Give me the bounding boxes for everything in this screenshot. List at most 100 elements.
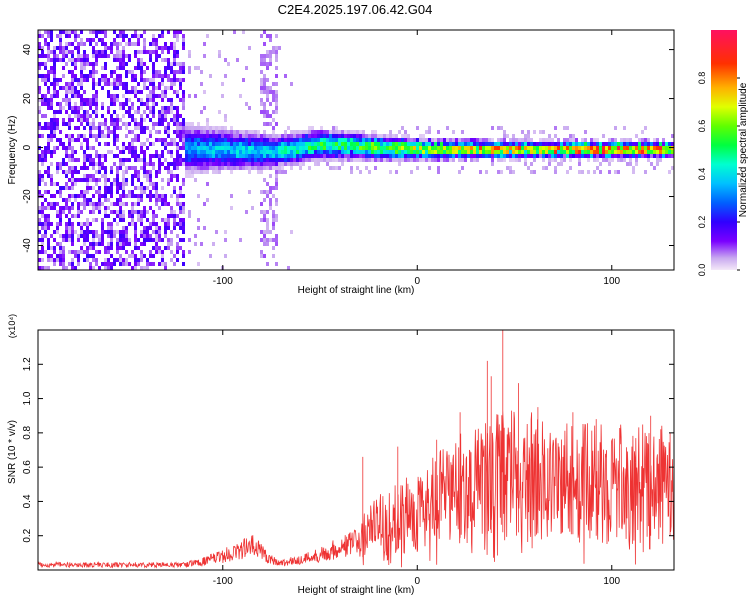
spectrogram-cell (335, 134, 338, 138)
spectrogram-cell (287, 266, 290, 270)
spectrogram-cell (281, 154, 284, 158)
spectrogram-cell (71, 82, 74, 86)
spectrogram-cell (254, 130, 257, 134)
spectrogram-cell (86, 250, 89, 254)
spectrogram-cell (98, 38, 101, 42)
spectrogram-cell (140, 210, 143, 214)
spectrogram-cell (632, 150, 635, 154)
spectrogram-cell (620, 158, 623, 162)
spectrogram-cell (68, 138, 71, 142)
spectrogram-cell (257, 134, 260, 138)
spectrogram-cell (269, 142, 272, 146)
spectrogram-cell (128, 130, 131, 134)
spectrogram-cell (248, 166, 251, 170)
spectrogram-cell (170, 174, 173, 178)
spectrogram-cell (305, 158, 308, 162)
spectrogram-cell (44, 214, 47, 218)
spectrogram-cell (272, 126, 275, 130)
spectrogram-cell (68, 234, 71, 238)
spectrogram-cell (497, 146, 500, 150)
spectrogram-cell (272, 134, 275, 138)
spectrogram-cell (509, 150, 512, 154)
spectrogram-cell (365, 142, 368, 146)
spectrogram-cell (608, 158, 611, 162)
spectrogram-cell (215, 158, 218, 162)
spectrogram-cell (74, 66, 77, 70)
spectrogram-cell (122, 146, 125, 150)
spectrogram-cell (428, 150, 431, 154)
spectrogram-cell (134, 202, 137, 206)
spectrogram-cell (242, 138, 245, 142)
spectrogram-cell (317, 162, 320, 166)
spectrogram-cell (128, 190, 131, 194)
spectrogram-cell (296, 162, 299, 166)
spectrogram-cell (182, 34, 185, 38)
spectrogram-cell (512, 134, 515, 138)
spectrogram-cell (83, 74, 86, 78)
spectrogram-cell (569, 166, 572, 170)
spectrogram-cell (41, 162, 44, 166)
spectrogram-cell (401, 150, 404, 154)
spectrogram-cell (134, 50, 137, 54)
spectrogram-cell (107, 186, 110, 190)
spectrogram-cell (671, 150, 674, 154)
spectrogram-cell (47, 70, 50, 74)
spectrogram-cell (302, 142, 305, 146)
spectrogram-cell (68, 210, 71, 214)
spectrogram-cell (458, 158, 461, 162)
spectrogram-cell (566, 142, 569, 146)
spectrogram-cell (68, 114, 71, 118)
spectrogram-cell (242, 142, 245, 146)
spectrogram-cell (140, 130, 143, 134)
spectrogram-cell (356, 142, 359, 146)
spectrogram-cell (176, 130, 179, 134)
spectrogram-cell (44, 182, 47, 186)
spectrogram-cell (242, 162, 245, 166)
spectrogram-cell (92, 146, 95, 150)
spectrogram-cell (86, 122, 89, 126)
spectrogram-cell (317, 146, 320, 150)
spectrogram-cell (137, 158, 140, 162)
spectrogram-cell (515, 142, 518, 146)
spectrogram-cell (68, 106, 71, 110)
spectrogram-cell (143, 30, 146, 34)
spectrogram-cell (41, 214, 44, 218)
spectrogram-cell (101, 122, 104, 126)
spectrogram-cell (146, 230, 149, 234)
spectrogram-cell (137, 98, 140, 102)
spectrogram-cell (74, 230, 77, 234)
spectrogram-cell (623, 146, 626, 150)
spectrogram-cell (140, 34, 143, 38)
spectrogram-cell (668, 142, 671, 146)
spectrogram-cell (95, 34, 98, 38)
spectrogram-cell (104, 178, 107, 182)
spectrogram-cell (212, 154, 215, 158)
spectrogram-cell (95, 150, 98, 154)
spectrogram-cell (179, 190, 182, 194)
spectrogram-cell (266, 242, 269, 246)
spectrogram-cell (191, 166, 194, 170)
spectrogram-cell (428, 138, 431, 142)
spectrogram-cell (278, 162, 281, 166)
spectrogram-cell (107, 142, 110, 146)
spectrogram-cell (581, 146, 584, 150)
spectrogram-cell (77, 114, 80, 118)
spectrogram-cell (41, 78, 44, 82)
spectrogram-cell (158, 234, 161, 238)
spectrogram-cell (230, 158, 233, 162)
spectrogram-cell (278, 46, 281, 50)
spectrogram-cell (653, 166, 656, 170)
spectrogram-cell (353, 146, 356, 150)
spectrogram-cell (65, 90, 68, 94)
spectrogram-cell (98, 162, 101, 166)
spectrogram-cell (608, 138, 611, 142)
spectrogram-cell (119, 254, 122, 258)
spectrogram-cell (152, 238, 155, 242)
spectrogram-cell (38, 174, 41, 178)
spectrogram-cell (494, 154, 497, 158)
spectrogram-cell (65, 146, 68, 150)
spectrogram-cell (167, 182, 170, 186)
spectrogram-cell (632, 154, 635, 158)
spectrogram-cell (77, 138, 80, 142)
spectrogram-cell (53, 90, 56, 94)
